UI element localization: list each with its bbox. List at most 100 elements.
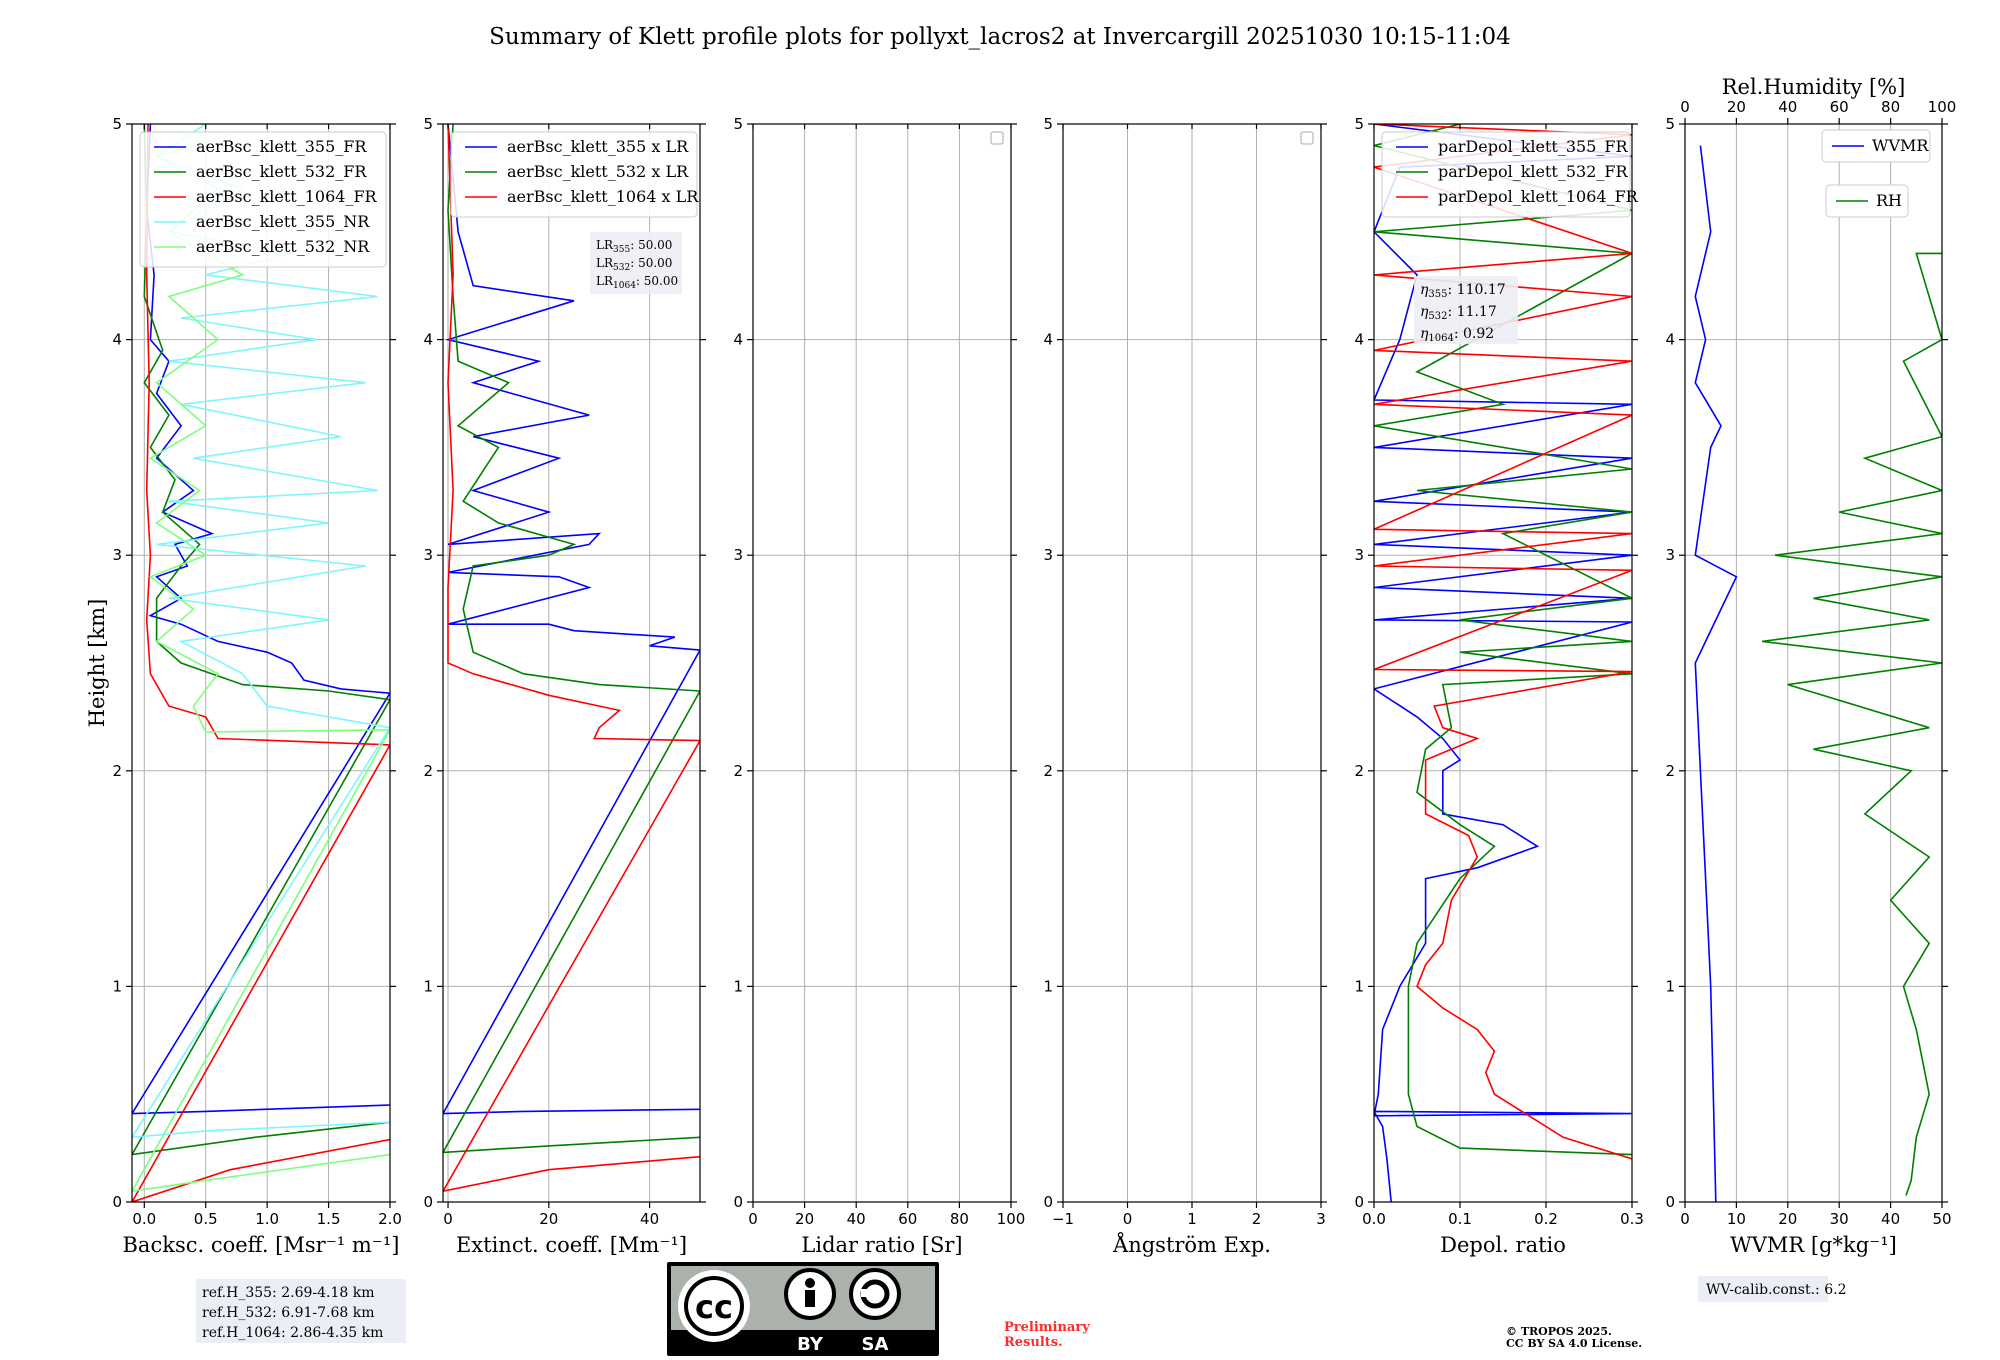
ytick-label-backscatter-5: 5 xyxy=(112,115,122,133)
plot-frame-depol xyxy=(1373,123,1633,1203)
legend-label-depol-2: parDepol_klett_1064_FR xyxy=(1438,187,1639,206)
svg-text:cc: cc xyxy=(695,1288,733,1326)
preliminary-note-line1: Preliminary xyxy=(1004,1320,1090,1335)
ytick-label-angstrom-5: 5 xyxy=(1043,115,1053,133)
xtick-label-angstrom-0: −1 xyxy=(1052,1210,1074,1228)
empty-legend-angstrom xyxy=(1300,131,1314,145)
series-line-depol-0 xyxy=(1374,124,1632,1202)
series-line-extinction-0 xyxy=(443,124,700,1115)
ytick-label-wvmr-5: 5 xyxy=(1665,115,1675,133)
xtick-label-backscatter-4: 2.0 xyxy=(378,1210,402,1228)
ytick-label-depol-4: 4 xyxy=(1354,331,1364,349)
series-line-depol-1 xyxy=(1374,124,1632,1156)
ytick-label-depol-3: 3 xyxy=(1354,546,1364,564)
ytick-label-angstrom-1: 1 xyxy=(1043,977,1053,995)
series-line-wvmr-0 xyxy=(1694,145,1738,1202)
ytick-label-backscatter-0: 0 xyxy=(112,1193,122,1211)
legend-box-depol xyxy=(1381,131,1631,218)
legend-box-wvmr xyxy=(1821,129,1931,163)
panel-lidar-ratio: 0 20 40 60 80 100 0 1 2 3 4 5 Lidar ratio [Sr] xyxy=(733,115,1025,1257)
svg-text:LR1064: 50.00: LR1064: 50.00 xyxy=(596,274,678,291)
ytick-label-wvmr-0: 0 xyxy=(1665,1193,1675,1211)
ytick-label-depol-5: 5 xyxy=(1354,115,1364,133)
lidar-ratio-annotation: LR355: 50.00 LR532: 50.00 LR1064: 50.00 xyxy=(590,232,682,294)
xtick-label-lidar-ratio-4: 80 xyxy=(950,1210,969,1228)
xlabel-backscatter: Backsc. coeff. [Msr⁻¹ m⁻¹] xyxy=(123,1233,400,1257)
svg-text:BY: BY xyxy=(797,1334,824,1355)
legend-label-extinction-2: aerBsc_klett_1064 x LR xyxy=(507,187,699,206)
series-group-wvmr xyxy=(1694,145,1942,1202)
legend-label-depol-1: parDepol_klett_532_FR xyxy=(1438,162,1629,181)
ytick-label-lidar-ratio-0: 0 xyxy=(733,1193,743,1211)
series-line-extinction-1 xyxy=(443,124,700,1154)
panel-wvmr: 0 10 20 30 40 50 0 1 2 3 4 5 WVMR [g*kg⁻¹] 0 20 40 60 80 1… xyxy=(1665,75,1956,1257)
xtick-label-lidar-ratio-5: 100 xyxy=(997,1210,1026,1228)
xtick-label-extinction-0: 0 xyxy=(443,1210,453,1228)
series-line-backscatter-0 xyxy=(132,124,390,1115)
reference-height-annotation: ref.H_355: 2.69-4.18 km ref.H_532: 6.91-… xyxy=(196,1279,406,1343)
xtick-label-wvmr-1: 10 xyxy=(1727,1210,1746,1228)
xlabel-lidar-ratio: Lidar ratio [Sr] xyxy=(801,1233,962,1257)
ytick-label-wvmr-3: 3 xyxy=(1665,546,1675,564)
xtick-label-depol-0: 0.0 xyxy=(1362,1210,1386,1228)
xtick-label-backscatter-3: 1.5 xyxy=(317,1210,341,1228)
ytick-label-angstrom-2: 2 xyxy=(1043,762,1053,780)
ytick-label-lidar-ratio-2: 2 xyxy=(733,762,743,780)
figure-title: Summary of Klett profile plots for polly… xyxy=(489,24,1511,50)
top-xtick-label-0: 0 xyxy=(1680,98,1690,116)
xtick-label-depol-3: 0.3 xyxy=(1620,1210,1644,1228)
ytick-label-wvmr-1: 1 xyxy=(1665,977,1675,995)
ytick-label-extinction-2: 2 xyxy=(423,762,433,780)
xlabel-depol: Depol. ratio xyxy=(1440,1233,1566,1257)
ytick-label-angstrom-4: 4 xyxy=(1043,331,1053,349)
ytick-label-angstrom-0: 0 xyxy=(1043,1193,1053,1211)
legend-label-extinction-1: aerBsc_klett_532 x LR xyxy=(507,162,689,181)
ytick-label-backscatter-4: 4 xyxy=(112,331,122,349)
xtick-label-angstrom-3: 2 xyxy=(1252,1210,1262,1228)
legend-label-backscatter-2: aerBsc_klett_1064_FR xyxy=(196,187,378,206)
series-line-extinction-2 xyxy=(443,124,700,1193)
top-xtick-label-4: 80 xyxy=(1881,98,1900,116)
legend-label-extinction-0: aerBsc_klett_355 x LR xyxy=(507,137,689,156)
plot-frame-extinction xyxy=(442,123,701,1203)
copyright-line2: CC BY SA 4.0 License. xyxy=(1506,1337,1642,1350)
xtick-label-angstrom-2: 1 xyxy=(1187,1210,1197,1228)
xtick-label-backscatter-0: 0.0 xyxy=(132,1210,156,1228)
top-xtick-label-1: 20 xyxy=(1727,98,1746,116)
svg-text:LR355: 50.00: LR355: 50.00 xyxy=(596,238,672,255)
series-group-extinction xyxy=(443,124,700,1193)
ytick-label-wvmr-4: 4 xyxy=(1665,331,1675,349)
top-xtick-label-5: 100 xyxy=(1928,98,1957,116)
xlabel-wvmr: WVMR [g*kg⁻¹] xyxy=(1730,1233,1897,1257)
legend-label-rh: RH xyxy=(1876,191,1902,210)
ytick-label-backscatter-3: 3 xyxy=(112,546,122,564)
cc-license-badge: cc BY SA xyxy=(667,1262,939,1356)
xtick-label-wvmr-4: 40 xyxy=(1881,1210,1900,1228)
xtick-label-depol-1: 0.1 xyxy=(1448,1210,1472,1228)
ylabel-backscatter: Height [km] xyxy=(85,599,109,728)
series-line-backscatter-1 xyxy=(132,124,390,1156)
xtick-label-extinction-2: 40 xyxy=(640,1210,659,1228)
plot-frame-lidar-ratio xyxy=(752,123,1012,1203)
ytick-label-extinction-5: 5 xyxy=(423,115,433,133)
plot-frame-backscatter xyxy=(131,123,391,1203)
legend-label-backscatter-4: aerBsc_klett_532_NR xyxy=(196,237,370,256)
xtick-label-wvmr-0: 0 xyxy=(1680,1210,1690,1228)
top-xtick-label-2: 40 xyxy=(1778,98,1797,116)
svg-text:SA: SA xyxy=(862,1334,889,1355)
xtick-label-extinction-1: 20 xyxy=(539,1210,558,1228)
svg-text:η355: 110.17: η355: 110.17 xyxy=(1420,282,1506,300)
wv-calib-text: WV-calib.const.: 6.2 xyxy=(1706,1282,1846,1298)
ytick-label-backscatter-2: 2 xyxy=(112,762,122,780)
ytick-label-lidar-ratio-5: 5 xyxy=(733,115,743,133)
xtick-label-angstrom-1: 0 xyxy=(1123,1210,1133,1228)
ytick-label-lidar-ratio-3: 3 xyxy=(733,546,743,564)
series-group-backscatter xyxy=(132,124,390,1202)
series-line-backscatter-3 xyxy=(132,124,390,1139)
xlabel-extinction: Extinct. coeff. [Mm⁻¹] xyxy=(456,1233,687,1257)
panel-depol: 0.0 0.1 0.2 0.3 0 1 2 3 4 5 Depol. ratio parDepol_k… xyxy=(1354,115,1643,1257)
legend-label-backscatter-3: aerBsc_klett_355_NR xyxy=(196,212,370,231)
xtick-label-backscatter-1: 0.5 xyxy=(194,1210,218,1228)
